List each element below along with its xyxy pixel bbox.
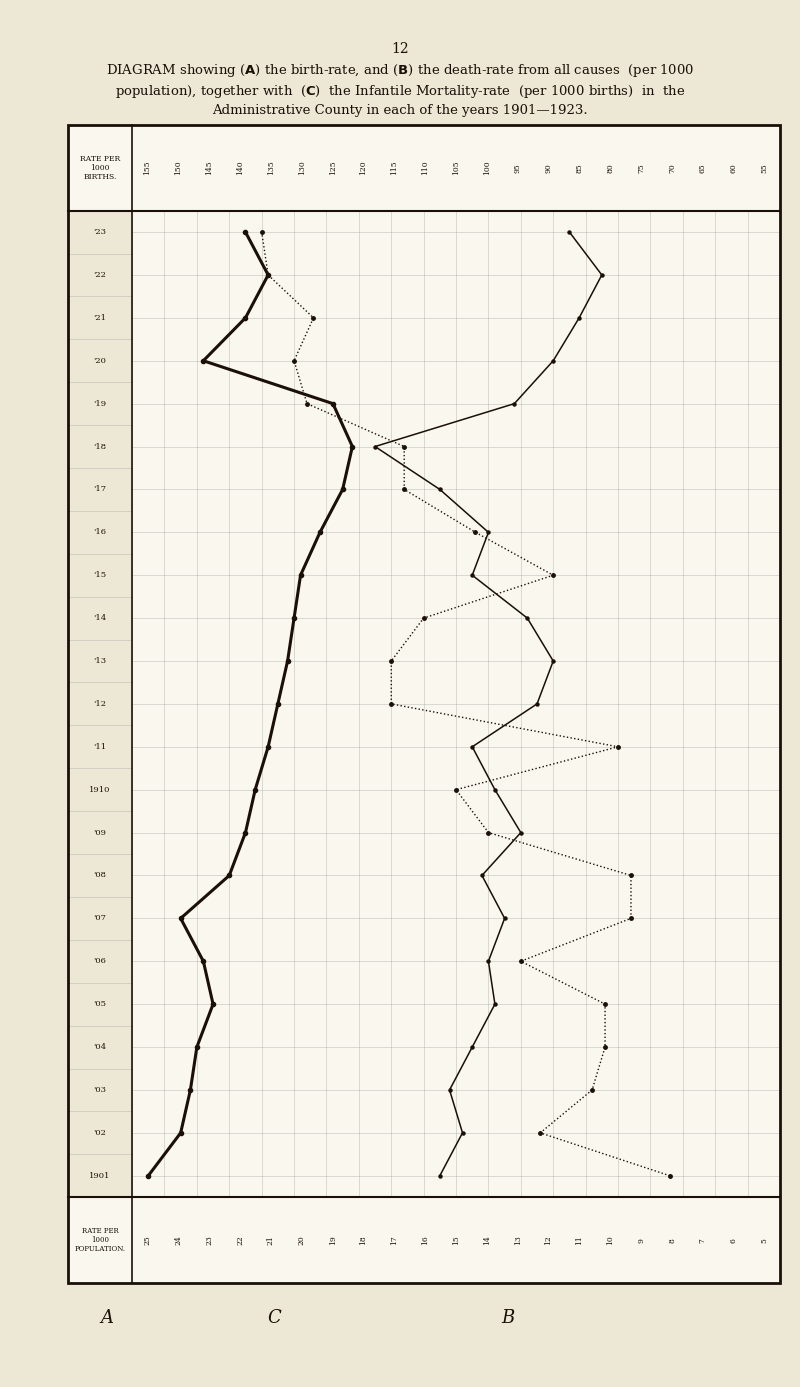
Text: 80: 80 bbox=[606, 162, 614, 172]
Text: '04: '04 bbox=[94, 1043, 106, 1051]
Text: 1910: 1910 bbox=[90, 785, 110, 793]
Text: 14: 14 bbox=[483, 1236, 491, 1246]
Text: 155: 155 bbox=[143, 161, 151, 175]
Text: 110: 110 bbox=[421, 161, 429, 175]
Text: '16: '16 bbox=[94, 528, 106, 537]
Text: '19: '19 bbox=[94, 399, 106, 408]
Text: '17: '17 bbox=[94, 485, 106, 494]
Text: 8: 8 bbox=[668, 1237, 676, 1243]
Text: 15: 15 bbox=[452, 1236, 460, 1246]
Text: 115: 115 bbox=[390, 161, 398, 175]
Text: 19: 19 bbox=[329, 1236, 337, 1246]
Text: '08: '08 bbox=[94, 871, 106, 879]
Text: '02: '02 bbox=[94, 1129, 106, 1137]
Text: 6: 6 bbox=[730, 1237, 738, 1243]
Text: '21: '21 bbox=[94, 313, 106, 322]
Text: 145: 145 bbox=[206, 161, 214, 175]
Text: '20: '20 bbox=[94, 356, 106, 365]
Text: '12: '12 bbox=[94, 700, 106, 707]
Text: 140: 140 bbox=[236, 161, 244, 175]
Text: RATE PER
1000
POPULATION.: RATE PER 1000 POPULATION. bbox=[74, 1227, 126, 1254]
Text: 95: 95 bbox=[514, 162, 522, 172]
Text: 90: 90 bbox=[545, 162, 553, 172]
Text: '05: '05 bbox=[94, 1000, 106, 1008]
Text: '18: '18 bbox=[94, 442, 106, 451]
Text: '07: '07 bbox=[94, 914, 106, 922]
Text: 55: 55 bbox=[761, 162, 769, 172]
Text: '11: '11 bbox=[94, 743, 106, 750]
Text: 18: 18 bbox=[359, 1236, 367, 1246]
Text: 125: 125 bbox=[329, 161, 337, 175]
Text: 135: 135 bbox=[267, 161, 275, 175]
Text: 7: 7 bbox=[699, 1237, 707, 1243]
Text: 22: 22 bbox=[236, 1236, 244, 1246]
Text: 11: 11 bbox=[575, 1236, 583, 1246]
Text: 5: 5 bbox=[761, 1237, 769, 1243]
Text: '15: '15 bbox=[94, 571, 106, 580]
Text: 105: 105 bbox=[452, 161, 460, 175]
Text: 65: 65 bbox=[699, 162, 707, 172]
Text: 17: 17 bbox=[390, 1236, 398, 1246]
Text: 12: 12 bbox=[545, 1236, 553, 1246]
Text: Administrative County in each of the years 1901—1923.: Administrative County in each of the yea… bbox=[212, 104, 588, 117]
Text: '06: '06 bbox=[94, 957, 106, 965]
Text: '03: '03 bbox=[94, 1086, 106, 1094]
Text: A: A bbox=[101, 1309, 114, 1326]
Text: '22: '22 bbox=[94, 270, 106, 279]
Text: RATE PER
1000
BIRTHS.: RATE PER 1000 BIRTHS. bbox=[80, 154, 120, 180]
Text: 12: 12 bbox=[391, 42, 409, 55]
Text: 85: 85 bbox=[575, 162, 583, 172]
Text: '14: '14 bbox=[94, 614, 106, 623]
Text: 10: 10 bbox=[606, 1236, 614, 1246]
Text: 150: 150 bbox=[174, 161, 182, 175]
Text: '09: '09 bbox=[94, 828, 106, 836]
Text: 75: 75 bbox=[637, 162, 645, 172]
Text: 21: 21 bbox=[267, 1236, 275, 1246]
Text: 120: 120 bbox=[359, 161, 367, 175]
Text: B: B bbox=[502, 1309, 514, 1326]
Text: 9: 9 bbox=[637, 1237, 645, 1243]
Text: '23: '23 bbox=[94, 227, 106, 236]
Text: 24: 24 bbox=[174, 1236, 182, 1246]
Text: C: C bbox=[268, 1309, 282, 1326]
Text: 16: 16 bbox=[421, 1236, 429, 1246]
Text: DIAGRAM showing ($\mathbf{A}$) the birth-rate, and ($\mathbf{B}$) the death-rate: DIAGRAM showing ($\mathbf{A}$) the birth… bbox=[106, 62, 694, 79]
Text: 70: 70 bbox=[668, 162, 676, 172]
Text: 130: 130 bbox=[298, 161, 306, 175]
Text: 1901: 1901 bbox=[90, 1172, 110, 1180]
Text: population), together with  ($\mathbf{C}$)  the Infantile Mortality-rate  (per 1: population), together with ($\mathbf{C}$… bbox=[114, 83, 686, 100]
Text: 20: 20 bbox=[298, 1236, 306, 1246]
Text: 25: 25 bbox=[143, 1236, 151, 1246]
Text: '13: '13 bbox=[94, 657, 106, 664]
Text: 100: 100 bbox=[483, 161, 491, 175]
Text: 60: 60 bbox=[730, 162, 738, 172]
Text: 23: 23 bbox=[206, 1236, 214, 1246]
Text: 13: 13 bbox=[514, 1236, 522, 1246]
